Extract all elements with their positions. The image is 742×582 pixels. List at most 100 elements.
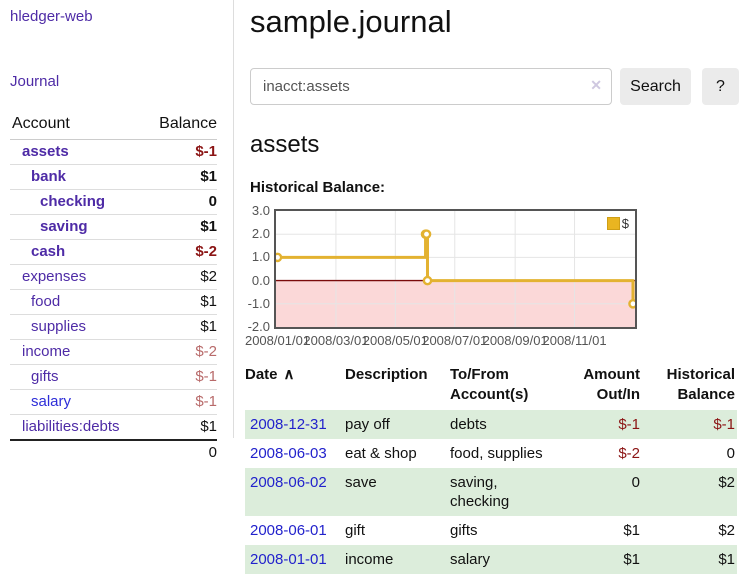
account-row: cash $-2 xyxy=(10,239,217,265)
column-header-label: Historical xyxy=(666,366,735,383)
date-cell: 2008-12-31 xyxy=(245,410,345,439)
account-cell: liabilities:debts xyxy=(10,414,144,441)
balance-step-line xyxy=(276,211,635,327)
account-link-expenses[interactable]: expenses xyxy=(22,268,87,285)
total-balance: 0 xyxy=(143,439,217,465)
account-link-supplies[interactable]: supplies xyxy=(31,318,87,335)
y-axis-tick-label: 0.0 xyxy=(251,272,270,288)
register-header-row: Date ∧ Description To/From Account(s) Amount O… xyxy=(245,365,737,410)
description-cell: eat & shop xyxy=(345,445,417,462)
account-balance: $2 xyxy=(143,264,217,290)
journal-link[interactable]: Journal xyxy=(10,73,60,90)
balance-cell: $2 xyxy=(718,474,735,491)
sort-ascending-icon[interactable]: ∧ xyxy=(283,366,295,383)
balance-cell: 0 xyxy=(726,445,735,462)
balance-cell: $2 xyxy=(718,522,735,539)
date-cell: 2008-06-01 xyxy=(245,516,345,545)
account-balance: $-1 xyxy=(143,389,217,415)
description-cell: pay off xyxy=(345,416,390,433)
accounts-cell: food, supplies xyxy=(450,445,543,462)
transaction-row: 2008-01-01 income salary $1 $1 xyxy=(245,545,737,574)
account-cell: assets xyxy=(10,139,144,165)
column-header-label: Out/In xyxy=(596,386,640,403)
balance-cell: $-1 xyxy=(713,416,735,433)
transaction-date-link[interactable]: 2008-06-02 xyxy=(250,474,327,491)
y-axis-tick-label: -2.0 xyxy=(247,319,270,334)
account-row: checking 0 xyxy=(10,189,217,215)
account-link-liabilities-debts[interactable]: liabilities:debts xyxy=(22,418,120,435)
account-link-income[interactable]: income xyxy=(22,343,71,360)
x-axis-tick-label: 2008/09/01 xyxy=(482,333,548,348)
account-balance: $1 xyxy=(143,414,217,441)
accounts-cell: debts xyxy=(450,416,487,433)
account-balance: 0 xyxy=(143,189,217,215)
y-axis-tick-label: 3.0 xyxy=(251,203,270,218)
transaction-row: 2008-06-03 eat & shop food, supplies $-2 0 xyxy=(245,439,737,468)
transaction-date-link[interactable]: 2008-12-31 xyxy=(250,416,327,433)
account-cell: salary xyxy=(10,389,144,415)
date-cell: 2008-01-01 xyxy=(245,545,345,574)
search-button[interactable]: Search xyxy=(620,68,691,105)
help-button[interactable]: ? xyxy=(702,68,739,105)
transaction-date-link[interactable]: 2008-06-03 xyxy=(250,445,327,462)
accounts-total-row: 0 xyxy=(10,439,217,465)
legend-swatch-icon xyxy=(606,217,620,230)
balance-chart: 3.0 2.0 1.0 0.0 -1.0 -2.0 $ 2008/01/01 2008/03… xyxy=(245,203,742,351)
date-cell: 2008-06-03 xyxy=(245,439,345,468)
transaction-date-link[interactable]: 2008-06-01 xyxy=(250,522,327,539)
clear-search-icon[interactable]: ✕ xyxy=(590,77,602,93)
account-cell: income xyxy=(10,339,144,365)
search-form: ✕ Search ? xyxy=(250,68,742,105)
account-link-gifts[interactable]: gifts xyxy=(31,368,59,385)
account-link-saving[interactable]: saving xyxy=(40,218,88,235)
account-link-checking[interactable]: checking xyxy=(40,193,106,210)
register-column-header[interactable]: Date ∧ xyxy=(245,365,345,410)
y-axis-tick-label: -1.0 xyxy=(247,295,270,311)
amount-cell: $-1 xyxy=(618,416,640,433)
amount-cell: $1 xyxy=(623,522,640,539)
transaction-row: 2008-06-01 gift gifts $1 $2 xyxy=(245,516,737,545)
date-cell: 2008-06-02 xyxy=(245,468,345,516)
account-cell: saving xyxy=(10,214,144,240)
app-title: hledger-web xyxy=(10,8,217,26)
account-cell: supplies xyxy=(10,314,144,340)
register-column-header: Description xyxy=(345,365,450,410)
account-link-cash[interactable]: cash xyxy=(31,243,66,260)
balance-cell: $1 xyxy=(718,551,735,568)
account-link-food[interactable]: food xyxy=(31,293,61,310)
amount-cell: $1 xyxy=(623,551,640,568)
account-cell: cash xyxy=(10,239,144,265)
x-axis-tick-label: 2008/07/01 xyxy=(422,333,488,348)
description-cell: save xyxy=(345,474,377,491)
total-spacer xyxy=(10,439,144,465)
account-cell: bank xyxy=(10,164,144,190)
account-row: food $1 xyxy=(10,289,217,315)
app-title-link[interactable]: hledger-web xyxy=(10,8,93,25)
transaction-row: 2008-12-31 pay off debts $-1 $-1 xyxy=(245,410,737,439)
chart-plot-area[interactable]: $ xyxy=(274,209,637,329)
transaction-date-link[interactable]: 2008-01-01 xyxy=(250,551,327,568)
account-balance: $-2 xyxy=(143,239,217,265)
column-header-label: Amount xyxy=(583,366,640,383)
account-link-assets[interactable]: assets xyxy=(22,143,69,160)
account-link-salary[interactable]: salary xyxy=(31,393,72,410)
amount-cell: $-2 xyxy=(618,445,640,462)
x-axis-tick-label: 2008/11/01 xyxy=(542,333,607,348)
account-row: bank $1 xyxy=(10,164,217,190)
legend-label: $ xyxy=(621,216,629,231)
account-row: supplies $1 xyxy=(10,314,217,340)
x-axis-tick-label: 2008/05/01 xyxy=(362,333,428,348)
search-input[interactable] xyxy=(250,68,612,105)
account-row: salary $-1 xyxy=(10,389,217,415)
account-cell: expenses xyxy=(10,264,144,290)
account-row: saving $1 xyxy=(10,214,217,240)
column-header-label: Balance xyxy=(677,386,735,403)
account-link-bank[interactable]: bank xyxy=(31,168,67,185)
account-column-header: Account xyxy=(10,113,144,140)
chart-legend: $ xyxy=(606,216,629,231)
x-axis-tick-label: 2008/03/01 xyxy=(303,333,369,348)
account-balance: $1 xyxy=(143,164,217,190)
accounts-cell: salary xyxy=(450,551,491,568)
account-row: liabilities:debts $1 xyxy=(10,414,217,441)
accounts-header-row: Account Balance xyxy=(10,113,217,140)
